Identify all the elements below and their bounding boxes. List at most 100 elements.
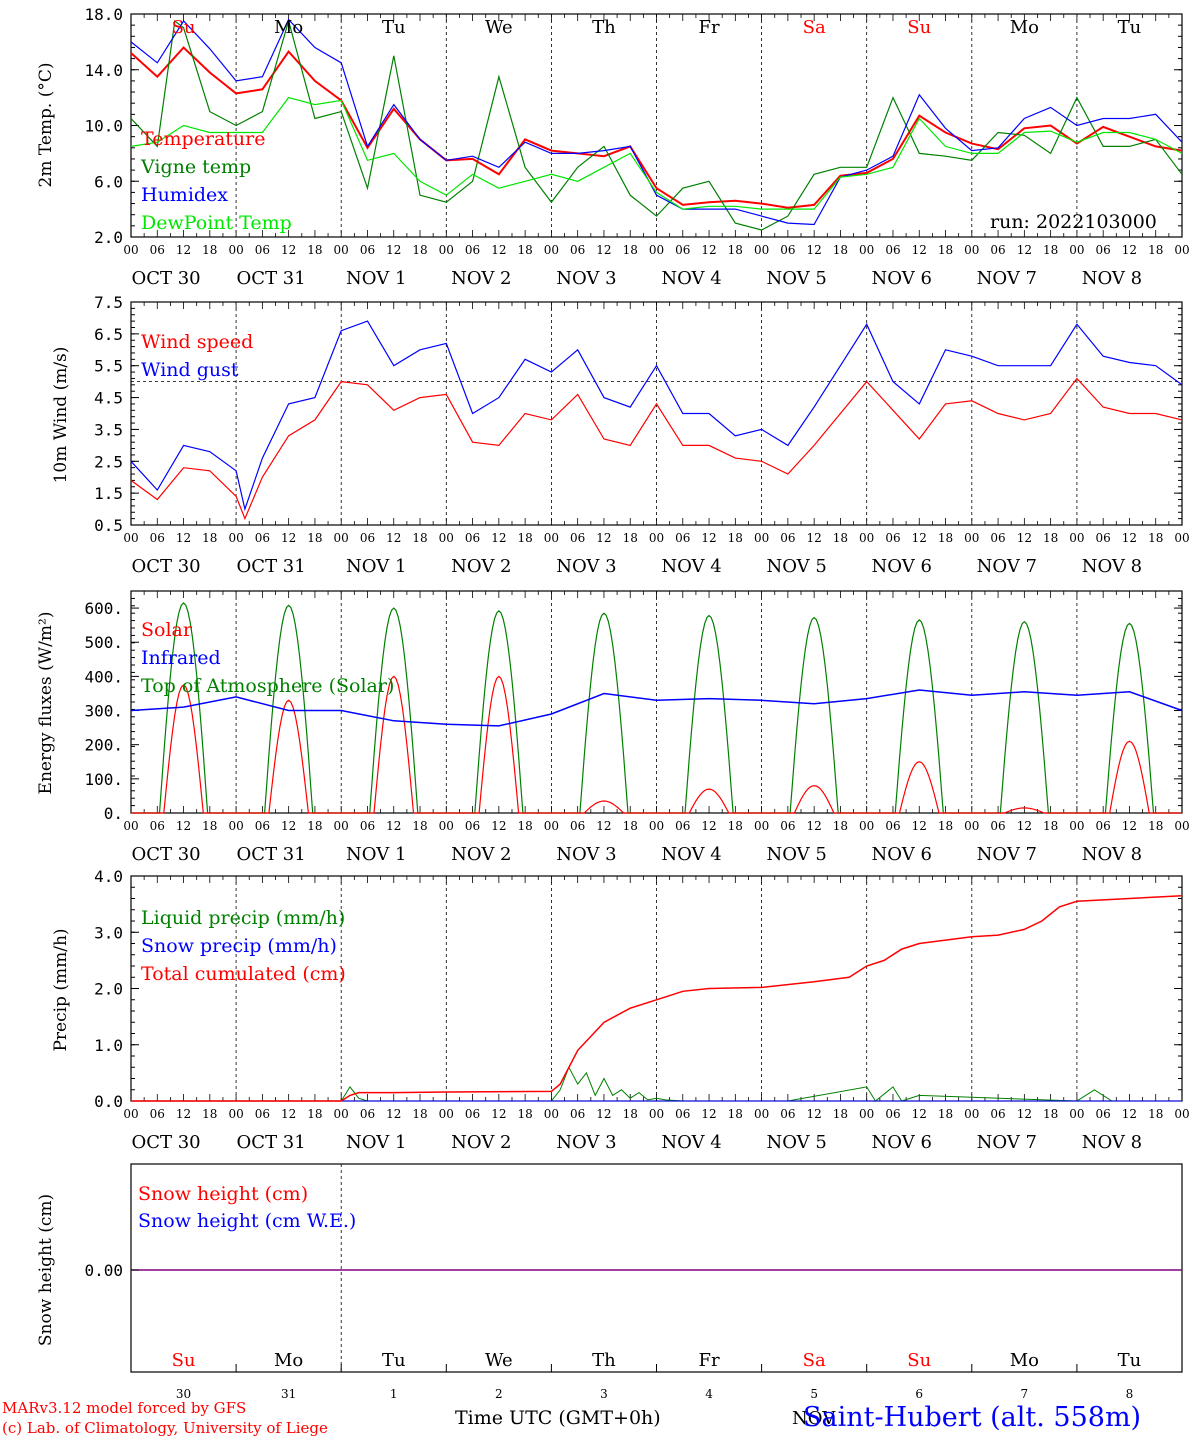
hour-tick-label: 06: [150, 243, 165, 257]
hour-tick-label: 12: [912, 243, 927, 257]
y-tick-label: 2.5: [94, 452, 123, 471]
y-tick-label: 4.0: [94, 867, 123, 886]
day-label: Su: [907, 17, 931, 38]
series-line: [130, 377, 1183, 521]
legend-entry: Solar: [141, 619, 193, 641]
hour-tick-label: 12: [281, 531, 296, 545]
hour-tick-label: 18: [623, 1107, 638, 1121]
hour-tick-label: 00: [964, 1107, 979, 1121]
day-label: Su: [172, 17, 196, 38]
hour-tick-label: 06: [570, 819, 585, 833]
hour-tick-label: 12: [596, 531, 611, 545]
hour-tick-label: 00: [859, 1107, 874, 1121]
hour-tick-label: 06: [990, 1107, 1005, 1121]
y-axis-label: Snow height (cm): [36, 1194, 56, 1346]
y-tick-label: 0.5: [94, 516, 123, 535]
y-tick-label: 6.0: [94, 172, 123, 191]
hour-tick-label: 06: [360, 1107, 375, 1121]
hour-tick-label: 12: [491, 531, 506, 545]
hour-tick-label: 00: [123, 1107, 138, 1121]
station-title: Saint-Hubert (alt. 558m): [803, 1402, 1141, 1433]
legend-entry: Snow precip (mm/h): [141, 935, 337, 957]
hour-tick-label: 06: [360, 531, 375, 545]
hour-tick-label: 18: [412, 819, 427, 833]
hour-tick-label: 18: [202, 531, 217, 545]
hour-tick-label: 00: [228, 243, 243, 257]
y-tick-label: 0.00: [84, 1261, 123, 1280]
date-label: NOV 1: [346, 1132, 406, 1153]
hour-tick-label: 00: [754, 243, 769, 257]
hour-tick-label: 00: [228, 531, 243, 545]
bottom-date-label: 2: [495, 1387, 503, 1401]
hour-tick-label: 18: [307, 1107, 322, 1121]
hour-tick-label: 12: [281, 819, 296, 833]
hour-tick-label: 12: [807, 819, 822, 833]
hour-tick-label: 12: [701, 1107, 716, 1121]
hour-tick-label: 06: [885, 819, 900, 833]
hour-tick-label: 12: [701, 819, 716, 833]
series-line: [130, 689, 1183, 727]
hour-tick-label: 12: [386, 819, 401, 833]
legend-entry: Temperature: [141, 128, 265, 150]
y-tick-label: 1.0: [94, 1036, 123, 1055]
hour-tick-label: 12: [807, 1107, 822, 1121]
x-axis-label: Time UTC (GMT+0h): [455, 1407, 661, 1429]
hour-tick-label: 18: [728, 1107, 743, 1121]
hour-tick-label: 18: [1043, 819, 1058, 833]
y-tick-label: 1.5: [94, 484, 123, 503]
hour-tick-label: 00: [123, 243, 138, 257]
hour-tick-label: 00: [649, 819, 664, 833]
day-label: Mo: [1010, 17, 1039, 38]
date-label: OCT 31: [237, 844, 306, 865]
y-tick-label: 18.0: [84, 5, 123, 24]
hour-tick-label: 06: [675, 819, 690, 833]
y-tick-label: 200.: [84, 736, 123, 755]
hour-tick-label: 06: [465, 243, 480, 257]
hour-tick-label: 06: [360, 819, 375, 833]
hour-tick-label: 00: [964, 531, 979, 545]
date-label: NOV 2: [451, 268, 511, 289]
day-label: Fr: [699, 1350, 720, 1371]
hour-tick-label: 12: [1017, 243, 1032, 257]
hour-tick-label: 18: [412, 243, 427, 257]
date-label: NOV 6: [872, 556, 932, 577]
hour-tick-label: 12: [386, 1107, 401, 1121]
date-label: NOV 8: [1082, 844, 1142, 865]
legend-entry: Infrared: [141, 647, 221, 669]
bottom-date-label: 8: [1126, 1387, 1134, 1401]
series-line: [130, 320, 1183, 512]
hour-tick-label: 12: [491, 1107, 506, 1121]
day-label: We: [485, 17, 513, 38]
hour-tick-label: 00: [544, 1107, 559, 1121]
series-line: [130, 18, 1183, 231]
hour-tick-label: 12: [807, 531, 822, 545]
legend-entry: Total cumulated (cm): [141, 963, 346, 985]
hour-tick-label: 18: [1043, 531, 1058, 545]
hour-tick-label: 18: [517, 819, 532, 833]
y-tick-label: 300.: [84, 702, 123, 721]
hour-tick-label: 00: [439, 531, 454, 545]
legend-entry: Humidex: [141, 184, 228, 206]
hour-tick-label: 18: [307, 243, 322, 257]
hour-tick-label: 12: [386, 243, 401, 257]
hour-tick-label: 18: [307, 531, 322, 545]
date-label: NOV 6: [872, 844, 932, 865]
date-label: NOV 5: [766, 844, 826, 865]
hour-tick-label: 12: [1017, 531, 1032, 545]
series-line: [130, 18, 1183, 226]
date-label: NOV 6: [872, 268, 932, 289]
hour-tick-label: 06: [885, 1107, 900, 1121]
hour-tick-label: 00: [544, 531, 559, 545]
date-label: OCT 31: [237, 556, 306, 577]
y-tick-label: 10.0: [84, 117, 123, 136]
date-label: NOV 4: [661, 268, 721, 289]
day-label: Th: [592, 1350, 616, 1371]
hour-tick-label: 12: [176, 1107, 191, 1121]
hour-tick-label: 12: [596, 243, 611, 257]
hour-tick-label: 18: [1148, 1107, 1163, 1121]
hour-tick-label: 12: [281, 1107, 296, 1121]
y-axis-label: 10m Wind (m/s): [51, 347, 71, 484]
hour-tick-label: 18: [623, 819, 638, 833]
date-label: NOV 3: [556, 556, 616, 577]
